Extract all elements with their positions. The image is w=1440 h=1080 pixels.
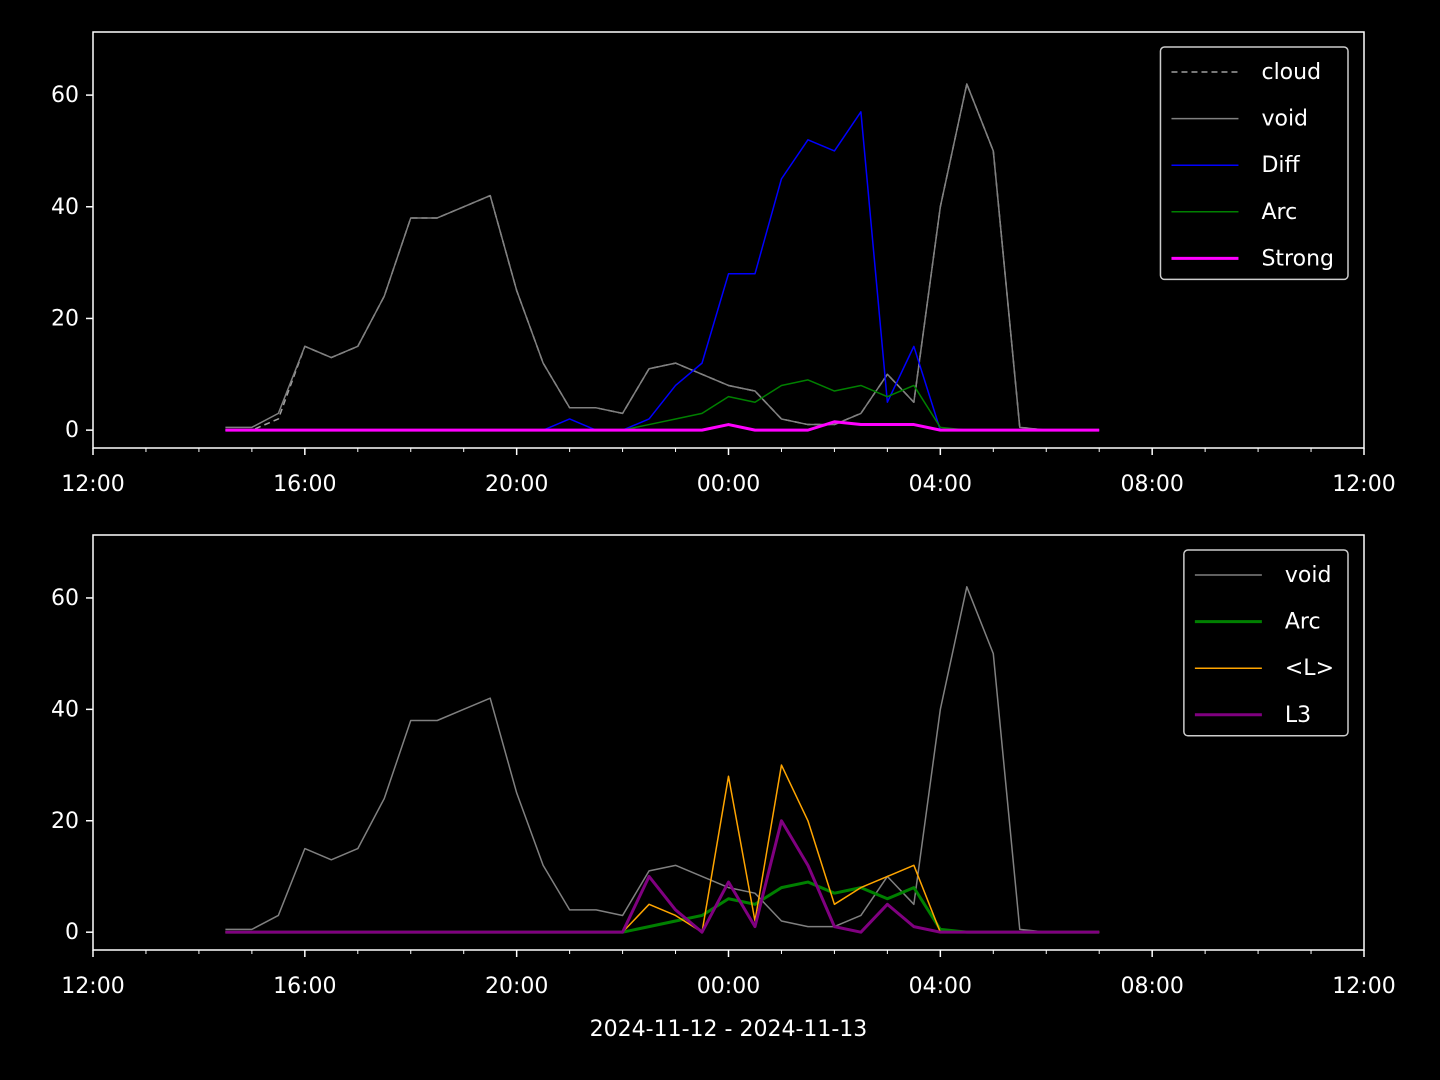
x-tick-label: 16:00 <box>273 472 336 497</box>
legend-label: Arc <box>1285 610 1321 635</box>
legend-label: cloud <box>1261 60 1321 85</box>
y-tick-label: 20 <box>51 306 79 331</box>
legend-frame <box>1159 46 1349 281</box>
x-tick-label: 12:00 <box>1332 472 1395 497</box>
legend-label: <L> <box>1285 656 1334 681</box>
x-tick-label: 20:00 <box>485 472 548 497</box>
x-tick-label: 12:00 <box>61 974 124 999</box>
legend-label: L3 <box>1285 703 1311 728</box>
plot-area <box>225 586 1100 934</box>
x-tick-label: 00:00 <box>697 974 760 999</box>
series-line <box>225 83 1100 431</box>
x-tick-label: 12:00 <box>61 472 124 497</box>
x-tick-label: 08:00 <box>1120 472 1183 497</box>
y-tick-label: 60 <box>51 83 79 108</box>
x-tick-label: 00:00 <box>697 472 760 497</box>
y-tick-label: 60 <box>51 586 79 611</box>
legend-label: void <box>1285 563 1332 588</box>
legend-frame <box>1183 549 1349 737</box>
x-tick-label: 20:00 <box>485 974 548 999</box>
y-tick-label: 40 <box>51 697 79 722</box>
legend-label: void <box>1261 107 1308 132</box>
legend-label: Diff <box>1261 153 1300 178</box>
y-tick-label: 0 <box>65 418 79 443</box>
series-line <box>225 420 1100 432</box>
legend: cloud void Diff Arc Strong <box>1159 46 1349 281</box>
x-tick-label: 12:00 <box>1332 974 1395 999</box>
x-tick-label: 08:00 <box>1120 974 1183 999</box>
x-tick-label: 04:00 <box>909 974 972 999</box>
x-tick-label: 04:00 <box>909 472 972 497</box>
x-axis-label: 2024-11-12 - 2024-11-13 <box>590 1017 868 1042</box>
y-tick-label: 20 <box>51 809 79 834</box>
y-tick-label: 40 <box>51 195 79 220</box>
series-line <box>225 819 1100 934</box>
legend-label: Arc <box>1261 200 1297 225</box>
x-tick-label: 16:00 <box>273 974 336 999</box>
series-line <box>225 586 1100 933</box>
plot-area <box>225 83 1100 432</box>
legend-label: Strong <box>1261 246 1334 271</box>
legend: void Arc <L> L3 <box>1183 549 1349 737</box>
y-tick-label: 0 <box>65 920 79 945</box>
